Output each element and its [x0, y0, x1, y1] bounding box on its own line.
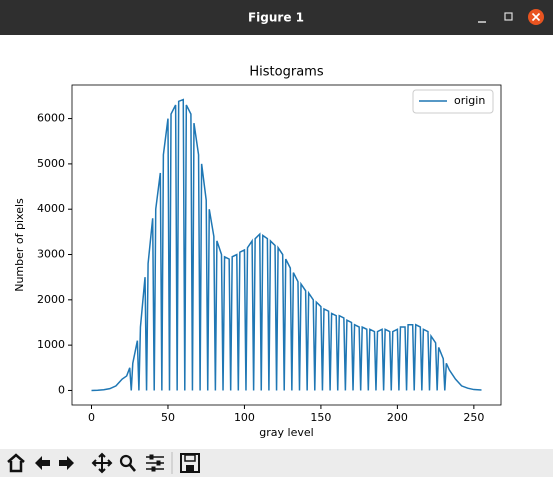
title-bar	[0, 0, 553, 35]
x-tick-label: 50	[161, 411, 175, 424]
zoom-handle	[129, 464, 136, 472]
y-tick-label: 3000	[37, 248, 65, 261]
save-shutter	[186, 465, 194, 471]
x-tick-label: 150	[310, 411, 331, 424]
y-tick-label: 1000	[37, 338, 65, 351]
axes-frame	[71, 84, 502, 406]
x-tick-label: 100	[234, 411, 255, 424]
back-button[interactable]	[35, 456, 50, 470]
data-line	[91, 98, 482, 392]
y-tick-label: 6000	[37, 112, 65, 125]
y-tick-label: 4000	[37, 202, 65, 215]
forward-button[interactable]	[59, 456, 74, 470]
save-label	[184, 454, 196, 462]
y-tick-label: 0	[58, 383, 65, 396]
toolbar	[0, 449, 553, 477]
toolbar-icons	[7, 452, 200, 474]
x-tick-label: 0	[88, 411, 95, 424]
slider-knob	[151, 466, 156, 472]
home-button[interactable]	[7, 453, 25, 473]
slider-knob	[156, 460, 161, 466]
slider-knob	[149, 454, 154, 460]
close-button[interactable]	[528, 9, 544, 25]
maximize-button[interactable]	[504, 12, 513, 21]
pan-button[interactable]	[91, 452, 113, 474]
x-tick-label: 200	[387, 411, 408, 424]
close-x	[531, 12, 541, 22]
y-axis-label: Number of pixels	[13, 198, 26, 292]
window-title: Figure 1	[248, 11, 304, 25]
x-tick-label: 250	[463, 411, 484, 424]
legend-box	[412, 89, 494, 114]
legend-label: origin	[454, 94, 485, 107]
y-tick-label: 2000	[37, 293, 65, 306]
zoom-button[interactable]	[119, 454, 133, 468]
x-axis-label: gray level	[259, 426, 313, 439]
y-tick-label: 5000	[37, 157, 65, 170]
save-button[interactable]	[180, 453, 200, 473]
chart-title: Histograms	[249, 65, 323, 80]
